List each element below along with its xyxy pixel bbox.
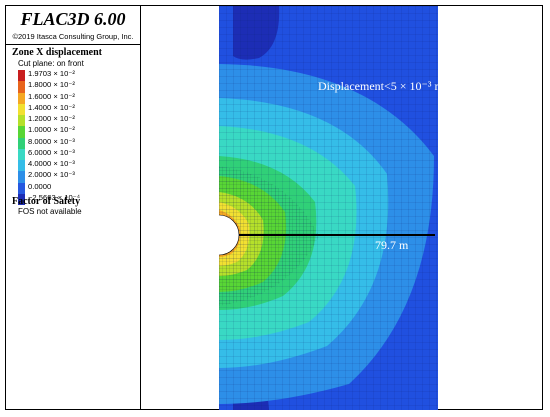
panel-divider bbox=[140, 5, 141, 410]
color-swatch bbox=[18, 81, 25, 93]
color-swatch bbox=[18, 92, 25, 104]
contour-plot bbox=[219, 6, 438, 410]
legend-separator bbox=[6, 44, 140, 45]
color-scale-label: 1.6000 × 10⁻² bbox=[28, 91, 75, 101]
color-scale-label: 4.0000 × 10⁻³ bbox=[28, 159, 75, 169]
color-swatch bbox=[18, 70, 25, 82]
color-scale-label: 0.0000 bbox=[28, 181, 52, 191]
color-swatch bbox=[18, 103, 25, 116]
legend-title: Zone X displacement bbox=[12, 47, 102, 58]
color-swatch bbox=[18, 148, 25, 161]
color-swatch bbox=[18, 171, 25, 183]
color-swatch bbox=[18, 115, 25, 127]
color-swatch bbox=[18, 182, 25, 194]
color-scale-label: 1.0000 × 10⁻² bbox=[28, 125, 75, 135]
distance-label: 79.7 m bbox=[375, 238, 409, 252]
contour-svg bbox=[219, 6, 438, 410]
color-scale-label: −2.5663 × 10⁻⁴ bbox=[28, 192, 81, 202]
legend-panel: FLAC3D 6.00 ©2019 Itasca Consulting Grou… bbox=[6, 6, 140, 409]
color-scale-label: 6.0000 × 10⁻³ bbox=[28, 147, 75, 157]
fos-title: Factor of Safety bbox=[12, 196, 81, 207]
color-scale-label: 2.0000 × 10⁻³ bbox=[28, 170, 75, 180]
color-swatch bbox=[18, 126, 25, 138]
color-scale-label: 1.4000 × 10⁻² bbox=[28, 102, 75, 112]
app-title: FLAC3D 6.00 bbox=[20, 9, 126, 29]
color-swatch bbox=[18, 193, 25, 206]
color-scale-label: 1.8000 × 10⁻² bbox=[28, 80, 75, 90]
color-scale-label: 1.2000 × 10⁻² bbox=[28, 114, 75, 124]
color-scale-label: 1.9703 × 10⁻² bbox=[28, 69, 75, 78]
color-swatch bbox=[18, 160, 25, 172]
color-scale-labels: 1.9703 × 10⁻² 1.8000 × 10⁻² 1.6000 × 10⁻² 1… bbox=[28, 68, 80, 203]
color-scale-label: 8.0000 × 10⁻³ bbox=[28, 136, 75, 146]
color-swatch bbox=[18, 137, 25, 149]
displacement-threshold-label: Displacement<5 × 10⁻³ m bbox=[318, 79, 444, 93]
fos-status: FOS not available bbox=[18, 207, 82, 216]
copyright-text: ©2019 Itasca Consulting Group, Inc. bbox=[12, 32, 134, 41]
cut-plane-label: Cut plane: on front bbox=[18, 59, 84, 68]
color-scale bbox=[18, 70, 25, 206]
